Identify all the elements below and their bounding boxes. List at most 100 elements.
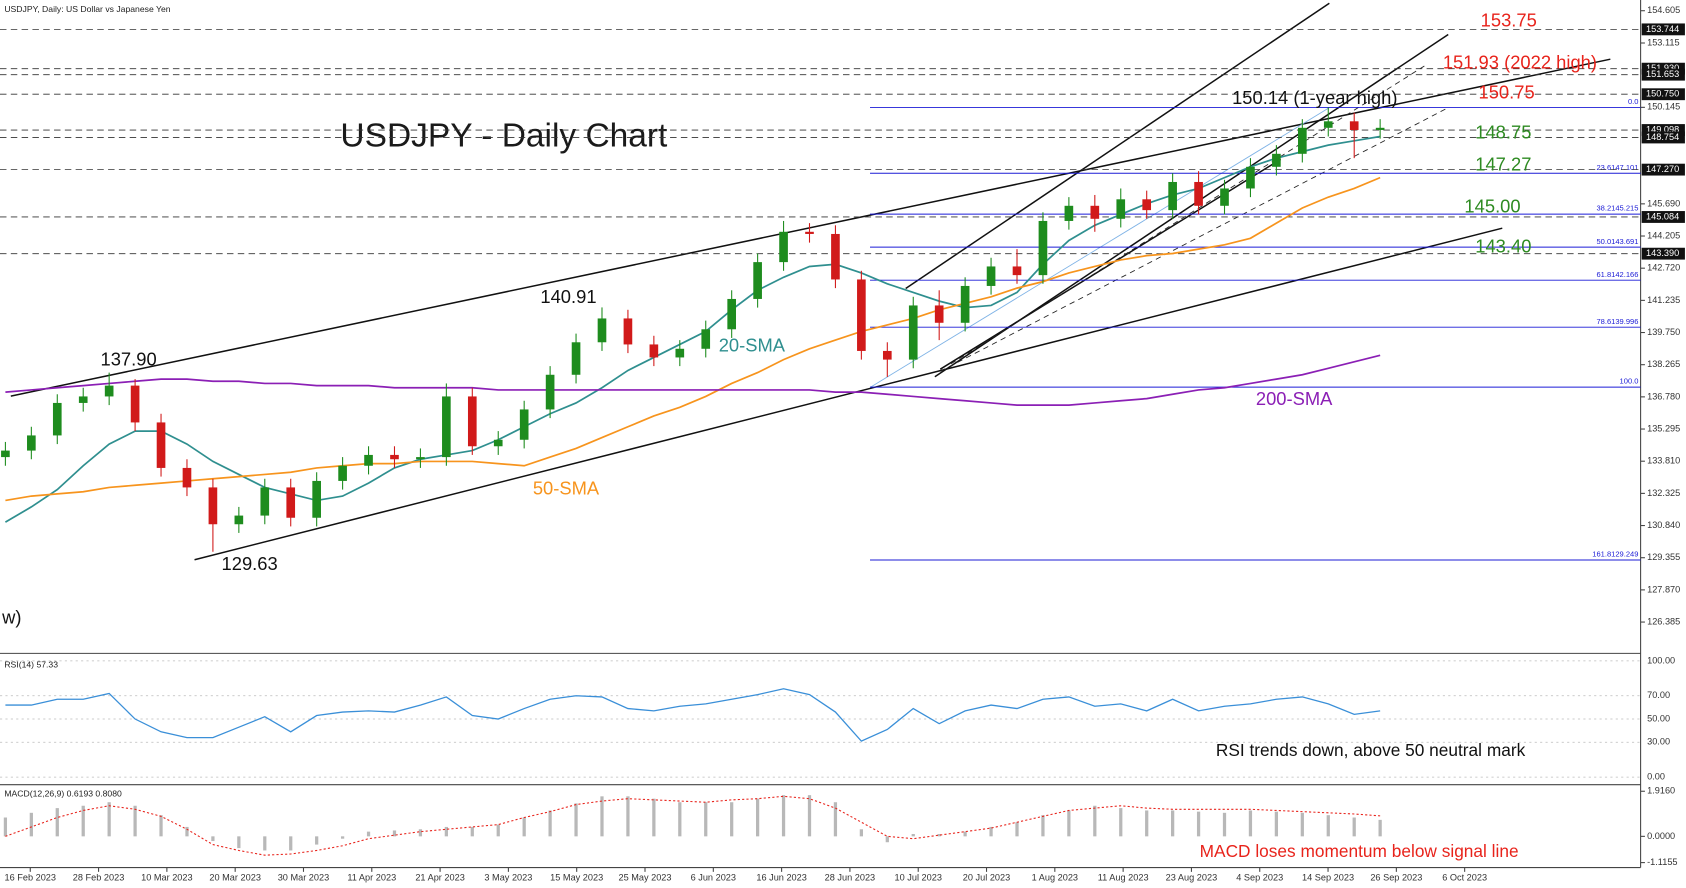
- annotation: 153.75: [1481, 9, 1537, 30]
- price-level-label: 153.744: [1646, 24, 1679, 34]
- x-tick-label: 10 Mar 2023: [141, 873, 193, 883]
- price-level-box: [1641, 211, 1685, 223]
- rsi-tick-label: 100.00: [1647, 655, 1675, 665]
- price-level-box: [1641, 247, 1685, 260]
- x-tick-label: 6 Jun 2023: [691, 873, 736, 883]
- y-tick-label: 145.690: [1647, 198, 1680, 208]
- price-level-box: [1641, 88, 1685, 101]
- sma-line: [5, 176, 1381, 502]
- rsi-tick-label: 0.00: [1647, 772, 1665, 782]
- macd-bar: [1196, 811, 1201, 837]
- candle-body: [805, 231, 814, 234]
- macd-bar: [626, 796, 630, 837]
- candle-body: [1012, 266, 1022, 276]
- candle-body: [1064, 205, 1074, 221]
- sma-label: 20-SMA: [719, 334, 786, 355]
- macd-bar: [781, 795, 786, 837]
- macd-bar: [340, 836, 345, 839]
- candle-body: [934, 305, 944, 323]
- x-tick-label: 16 Feb 2023: [4, 873, 56, 883]
- candle-body: [701, 329, 711, 349]
- macd-bar: [1300, 812, 1304, 837]
- price-level-label: 151.930: [1646, 63, 1679, 73]
- candle-body: [234, 515, 244, 525]
- x-tick-label: 1 Aug 2023: [1032, 873, 1078, 883]
- y-tick-label: 132.325: [1647, 488, 1680, 498]
- macd-bar: [885, 836, 889, 843]
- annotation: 137.90: [101, 348, 157, 369]
- y-tick-label: 154.605: [1647, 5, 1680, 15]
- macd-bar: [55, 808, 59, 837]
- macd-bar: [1015, 822, 1019, 837]
- candle-body: [364, 454, 373, 466]
- y-tick-label: 144.205: [1647, 230, 1680, 240]
- macd-bar: [444, 826, 448, 837]
- price-level-label: 147.270: [1646, 164, 1679, 174]
- macd-bar: [574, 803, 578, 837]
- macd-bar: [366, 831, 371, 837]
- macd-tick-label: 0.0000: [1647, 831, 1675, 841]
- x-tick-label: 11 Aug 2023: [1098, 873, 1149, 883]
- x-tick-label: 21 Apr 2023: [415, 873, 464, 883]
- annotation: 148.75: [1475, 121, 1531, 142]
- dashed-trend-line: [940, 107, 1449, 372]
- candle-body: [882, 350, 892, 360]
- candle-body: [104, 385, 114, 397]
- annotation: 143.40: [1475, 235, 1531, 256]
- dashed-trend-lines: [940, 64, 1449, 372]
- macd-bar: [755, 798, 760, 837]
- y-tick-label: 126.385: [1647, 616, 1680, 626]
- macd-bar: [911, 833, 915, 837]
- price-level-box: [1641, 68, 1685, 81]
- macd-bar: [29, 812, 33, 837]
- candle-body: [1323, 121, 1333, 128]
- macd-bar: [81, 805, 85, 837]
- candle-body: [78, 396, 88, 403]
- macd-bar: [1119, 808, 1123, 837]
- macd-bar: [833, 802, 838, 837]
- y-tick-label: 127.870: [1647, 584, 1680, 594]
- macd-bar: [522, 817, 526, 837]
- candle-body: [727, 298, 737, 330]
- y-tick-label: 130.840: [1647, 520, 1680, 530]
- rsi-tick-label: 70.00: [1647, 690, 1670, 700]
- x-tick-label: 14 Sep 2023: [1302, 873, 1354, 883]
- annotation: 150.14 (1-year high): [1232, 87, 1397, 108]
- y-tick-label: 138.265: [1647, 359, 1680, 369]
- fib-label: 100.0: [1620, 377, 1639, 386]
- fib-label: 50.0143.691: [1596, 237, 1638, 246]
- macd-bar: [289, 836, 293, 851]
- candle-body: [1272, 153, 1281, 167]
- y-tick-label: 135.295: [1647, 423, 1680, 433]
- candle-body: [1220, 188, 1229, 206]
- price-level-box: [1641, 62, 1685, 75]
- candle-body: [286, 487, 296, 518]
- candle-body: [1246, 166, 1255, 189]
- macd-bar: [600, 796, 604, 837]
- y-tick-label: 142.720: [1647, 263, 1680, 273]
- price-level-box: [1641, 163, 1685, 176]
- macd-bar: [678, 802, 682, 837]
- macd-bar: [107, 802, 111, 837]
- price-level-label: 150.750: [1646, 89, 1679, 99]
- x-tick-label: 25 May 2023: [618, 873, 671, 883]
- dashed-trend-line: [950, 64, 1427, 365]
- macd-bar: [237, 836, 241, 849]
- price-level-label: 145.084: [1646, 211, 1679, 221]
- fib-label: 0.0: [1628, 97, 1639, 106]
- price-level-label: 143.390: [1646, 248, 1679, 258]
- sma-label: 50-SMA: [533, 478, 600, 499]
- x-tick-label: 6 Oct 2023: [1442, 873, 1487, 883]
- candle-body: [675, 348, 685, 358]
- x-tick-label: 4 Sep 2023: [1236, 873, 1283, 883]
- macd-bar: [1093, 805, 1097, 837]
- candle-body: [416, 457, 425, 460]
- macd-bar: [315, 836, 319, 845]
- candle-body: [390, 454, 399, 460]
- x-tick-label: 30 Mar 2023: [278, 873, 330, 883]
- macd-tick-label: -1.1155: [1647, 857, 1677, 867]
- rsi-tick-label: 50.00: [1647, 713, 1670, 723]
- trend-line: [10, 58, 1611, 397]
